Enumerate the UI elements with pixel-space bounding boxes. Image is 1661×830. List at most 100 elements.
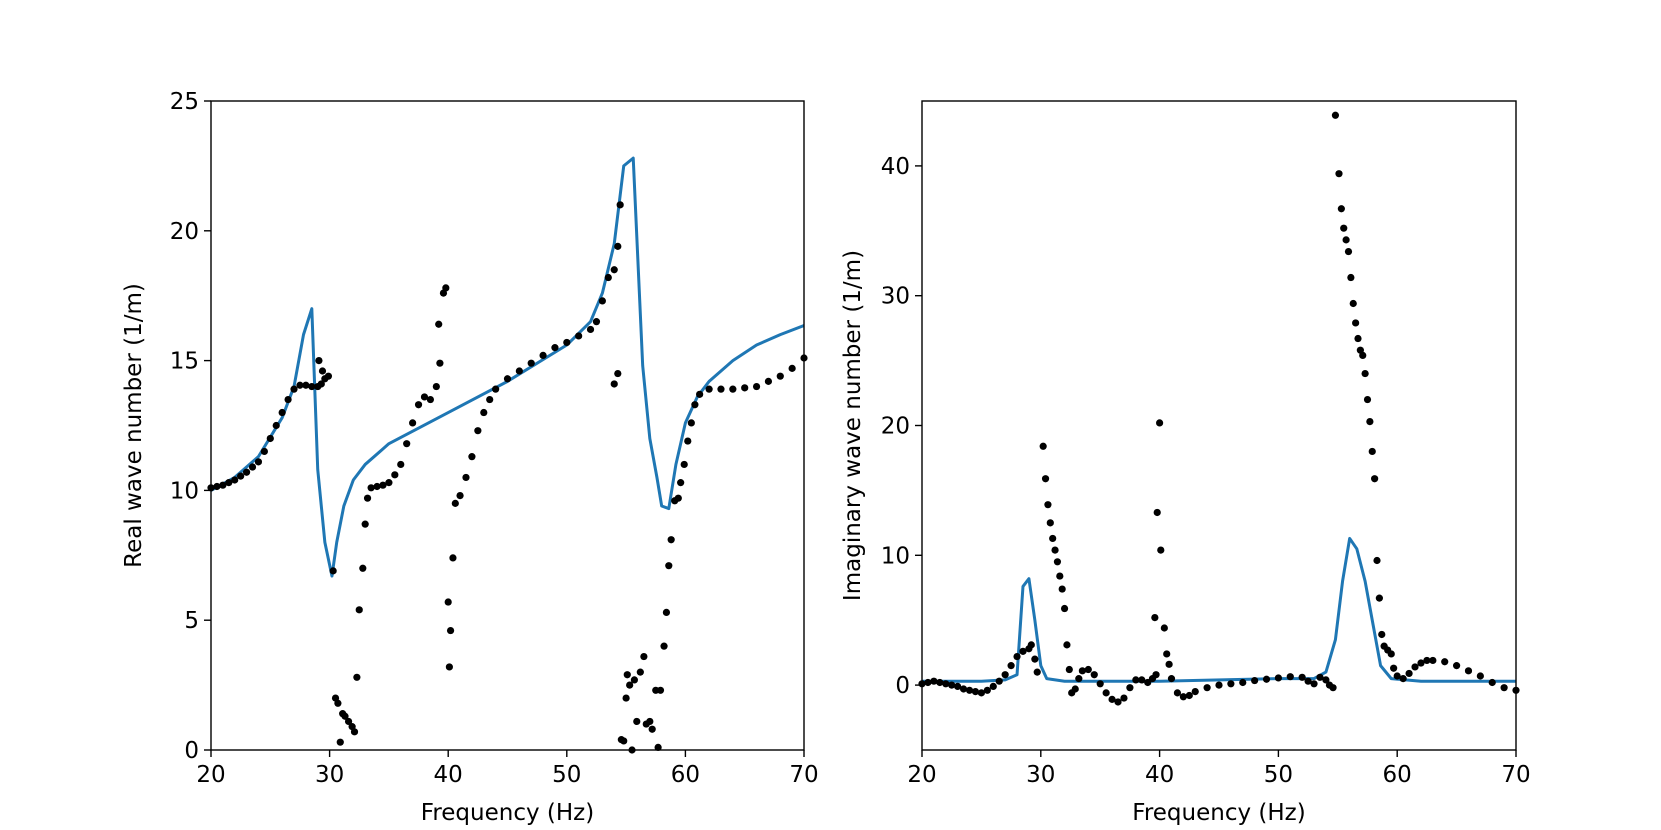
data-point (1354, 334, 1362, 343)
data-point (1078, 667, 1086, 675)
data-point (1310, 680, 1318, 688)
data-point (1203, 684, 1211, 692)
data-point (329, 567, 337, 575)
data-point (1322, 676, 1330, 684)
data-point (1056, 572, 1064, 580)
data-point (1347, 273, 1355, 282)
data-point (995, 677, 1003, 685)
data-point (1411, 663, 1419, 671)
data-point (620, 737, 628, 745)
data-point (983, 686, 991, 694)
data-point (1084, 665, 1092, 674)
x-tick-label: 50 (1264, 762, 1293, 788)
data-point (1239, 678, 1247, 687)
axes-frame (210, 100, 805, 751)
data-point (480, 408, 488, 417)
data-point (373, 482, 381, 491)
y-tick-label: 30 (881, 284, 910, 310)
data-point (1163, 650, 1171, 658)
data-point (674, 494, 682, 502)
data-point (764, 377, 773, 385)
x-tick-label: 50 (552, 762, 581, 788)
data-point (420, 393, 429, 401)
data-point (623, 671, 631, 679)
data-point (1019, 647, 1027, 655)
data-point (1165, 660, 1173, 668)
data-point (231, 476, 239, 484)
data-point (1316, 673, 1324, 681)
data-point (1286, 673, 1294, 681)
data-point (977, 689, 986, 697)
data-point (551, 344, 559, 352)
data-point (586, 325, 595, 334)
data-point (696, 390, 704, 398)
data-point (1065, 665, 1073, 674)
data-point (1051, 546, 1059, 554)
data-point (948, 681, 956, 689)
data-line (211, 156, 804, 578)
data-point (1274, 674, 1282, 682)
data-point (1063, 641, 1071, 649)
data-point (1429, 656, 1437, 665)
data-point (654, 743, 662, 752)
data-point (648, 725, 656, 733)
data-point (1049, 534, 1057, 543)
data-point (705, 385, 713, 393)
data-point (965, 686, 974, 694)
data-point (341, 712, 349, 720)
data-point (614, 369, 622, 378)
y-tick-label: 10 (881, 543, 910, 569)
data-point (353, 673, 361, 681)
data-point (1417, 659, 1425, 667)
data-point (1340, 224, 1348, 232)
data-point (266, 434, 274, 443)
data-point (1001, 671, 1009, 679)
data-point (660, 642, 668, 650)
axes-frame (921, 100, 1517, 751)
data-point (1352, 319, 1360, 327)
data-point (432, 382, 440, 391)
data-point (527, 359, 535, 367)
data-point (1349, 299, 1357, 308)
y-tick-label: 20 (170, 219, 199, 245)
data-point (414, 401, 423, 409)
data-line (922, 536, 1516, 683)
data-point (296, 381, 304, 389)
data-point (1441, 658, 1449, 666)
data-point (1423, 656, 1431, 665)
data-point (630, 676, 639, 684)
data-point (1344, 247, 1353, 256)
data-point (391, 471, 399, 479)
x-axis-label: Frequency (Hz) (1132, 800, 1305, 826)
data-point (445, 663, 453, 671)
data-point (336, 738, 344, 746)
data-point (1053, 558, 1062, 566)
data-point (451, 499, 459, 507)
y-tick-label: 40 (881, 154, 910, 180)
data-point (334, 699, 342, 707)
data-point (1375, 594, 1383, 602)
y-tick-label: 20 (881, 414, 910, 440)
data-point (1304, 677, 1312, 685)
x-tick-label: 60 (1383, 762, 1412, 788)
data-point (426, 395, 435, 404)
data-point (598, 297, 606, 305)
data-point (1366, 418, 1374, 426)
data-point (468, 453, 476, 461)
data-point (355, 606, 363, 614)
data-point (1167, 675, 1176, 683)
data-point (442, 284, 450, 292)
data-point (626, 681, 634, 689)
data-point (1108, 695, 1116, 703)
data-point (503, 375, 512, 383)
x-tick-label: 20 (907, 762, 936, 788)
data-point (361, 520, 369, 528)
data-point (1157, 546, 1165, 554)
data-point (302, 381, 310, 389)
data-point (1126, 684, 1134, 692)
data-point (409, 419, 417, 427)
data-point (539, 351, 547, 360)
data-point (665, 562, 673, 570)
data-point (563, 338, 571, 347)
data-point (936, 678, 944, 687)
